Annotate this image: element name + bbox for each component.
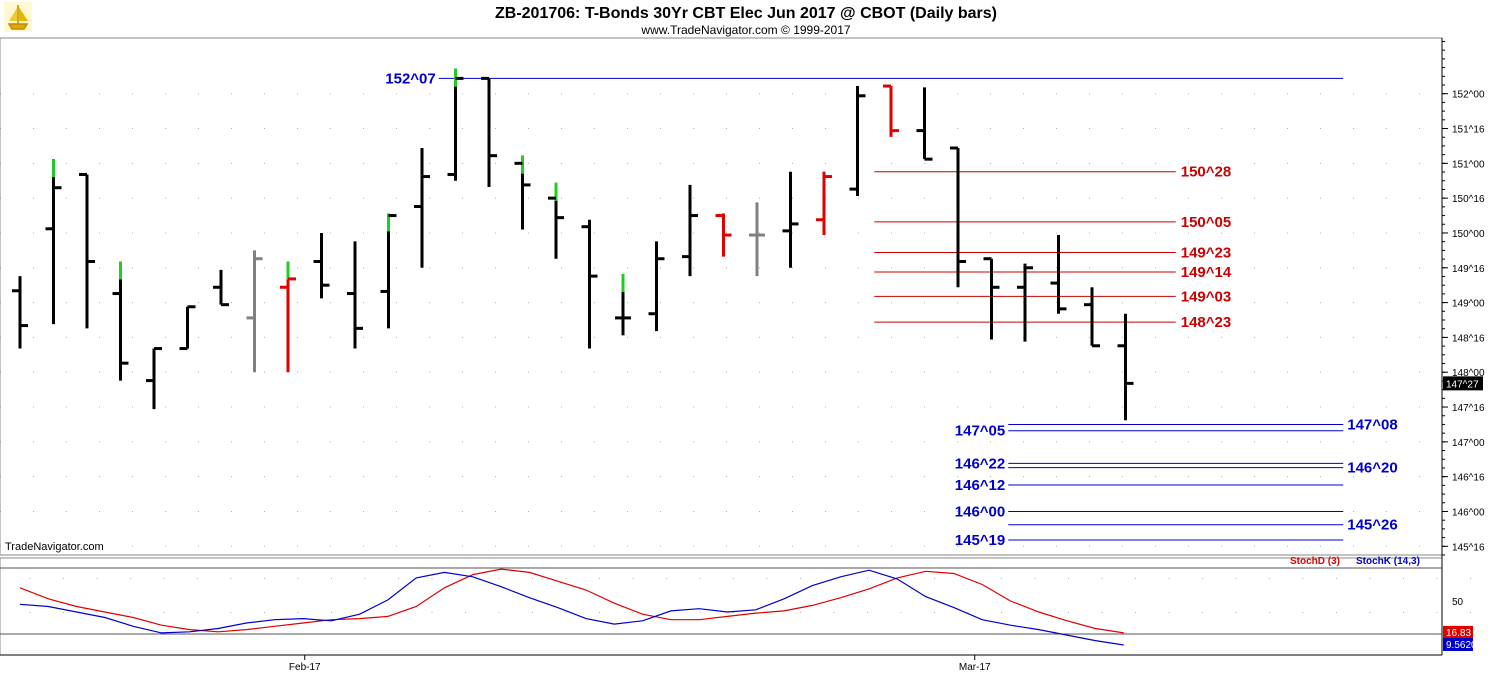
level-label: 149^14 <box>1181 264 1232 281</box>
ohlc-bar <box>816 171 832 236</box>
level-label: 145^19 <box>955 532 1005 549</box>
stoch-value-box <box>1443 625 1473 639</box>
y-tick-label: 146^00 <box>1452 507 1485 518</box>
chart-title: ZB-201706: T-Bonds 30Yr CBT Elec Jun 201… <box>495 5 997 22</box>
ohlc-bar <box>414 148 430 268</box>
ohlc-bar <box>447 68 464 181</box>
stoch-value-box <box>1443 638 1473 651</box>
ohlc-bar <box>213 269 229 307</box>
ohlc-bar <box>1084 287 1100 348</box>
ohlc-bar <box>313 232 330 299</box>
level-label: 147^08 <box>1347 416 1397 433</box>
ohlc-bar <box>1017 263 1033 342</box>
chart-subtitle: www.TradeNavigator.com © 1999-2017 <box>640 23 850 37</box>
ohlc-bar <box>849 86 866 197</box>
ohlc-bar <box>380 213 397 329</box>
watermark: TradeNavigator.com <box>5 541 104 553</box>
ohlc-bar <box>280 261 296 373</box>
level-label: 150^28 <box>1181 164 1231 181</box>
ohlc-bar <box>12 276 28 349</box>
last-price-box <box>1443 376 1483 391</box>
x-tick-label: Mar-17 <box>959 662 991 673</box>
sailing-ship-icon <box>4 2 32 32</box>
stoch-value-label: 16.83 <box>1446 628 1471 639</box>
stoch-value-label: 9.5620 <box>1446 640 1477 651</box>
ohlc-bar <box>581 219 598 349</box>
level-label: 146^22 <box>955 455 1005 472</box>
ohlc-bar <box>648 241 665 332</box>
level-label: 148^23 <box>1181 314 1231 331</box>
ohlc-bar <box>1050 235 1067 314</box>
last-price-label: 147^27 <box>1446 379 1479 390</box>
stochastic-indicator: 50 16.839.5620 StochD (3) StochK (14,3) <box>0 556 1477 651</box>
level-label: 147^05 <box>955 423 1005 440</box>
ohlc-bar <box>45 159 62 325</box>
y-tick-label: 146^16 <box>1452 473 1485 484</box>
ohlc-bar <box>983 257 1000 340</box>
level-label: 152^07 <box>385 70 435 87</box>
ohlc-bar <box>715 213 732 257</box>
ohlc-bar <box>883 84 899 137</box>
ohlc-bar <box>782 171 799 268</box>
ohlc-bar <box>514 155 531 230</box>
ohlc-bar <box>916 87 933 161</box>
y-tick-label: 148^16 <box>1452 333 1485 344</box>
level-label: 149^23 <box>1181 244 1231 261</box>
ohlc-bar <box>749 202 765 277</box>
y-tick-label: 147^00 <box>1452 438 1485 449</box>
ohlc-bar <box>347 241 363 349</box>
ohlc-bar <box>682 184 698 277</box>
y-tick-label: 150^16 <box>1452 194 1485 205</box>
ohlc-bar <box>146 347 162 410</box>
level-label: 149^03 <box>1181 288 1231 305</box>
stoch-line-1 <box>19 569 1124 646</box>
stoch-legend-entry: StochD (3) <box>1290 556 1340 567</box>
level-label: 150^05 <box>1181 214 1231 231</box>
y-tick-label: 151^00 <box>1452 159 1485 170</box>
price-levels: 152^07 150^28 150^05 149^23 149^14 149^03 148^… <box>385 70 1397 549</box>
ohlc-bar <box>481 76 497 188</box>
stoch-tick-label: 50 <box>1452 597 1464 608</box>
ohlc-bars <box>12 68 1134 421</box>
x-tick-label: Feb-17 <box>289 662 321 673</box>
y-tick-label: 145^16 <box>1452 542 1485 553</box>
y-tick-label: 152^00 <box>1452 90 1485 101</box>
price-axis-ticks: 152^00 151^16 151^00 150^16 150^00 149^16 149^… <box>1442 40 1485 556</box>
ohlc-bar <box>615 274 631 336</box>
ohlc-bar <box>79 172 95 329</box>
level-label: 146^20 <box>1347 460 1397 477</box>
y-tick-label: 151^16 <box>1452 125 1485 136</box>
y-tick-label: 148^00 <box>1452 368 1485 379</box>
y-tick-label: 149^00 <box>1452 299 1485 310</box>
level-label: 146^12 <box>955 477 1005 494</box>
ohlc-bar <box>548 182 564 259</box>
level-label: 146^00 <box>955 503 1005 520</box>
ohlc-bar <box>1117 313 1134 421</box>
y-tick-label: 147^16 <box>1452 403 1485 414</box>
ohlc-bar <box>179 305 196 351</box>
ohlc-bar <box>246 250 263 373</box>
y-tick-label: 150^00 <box>1452 229 1485 240</box>
ohlc-bar <box>950 146 966 288</box>
time-axis-ticks: Feb-17 Mar-17 <box>289 655 991 673</box>
y-tick-label: 149^16 <box>1452 264 1485 275</box>
ohlc-bar <box>112 261 129 381</box>
stoch-legend-entry: StochK (14,3) <box>1356 556 1420 567</box>
level-label: 145^26 <box>1347 517 1397 534</box>
